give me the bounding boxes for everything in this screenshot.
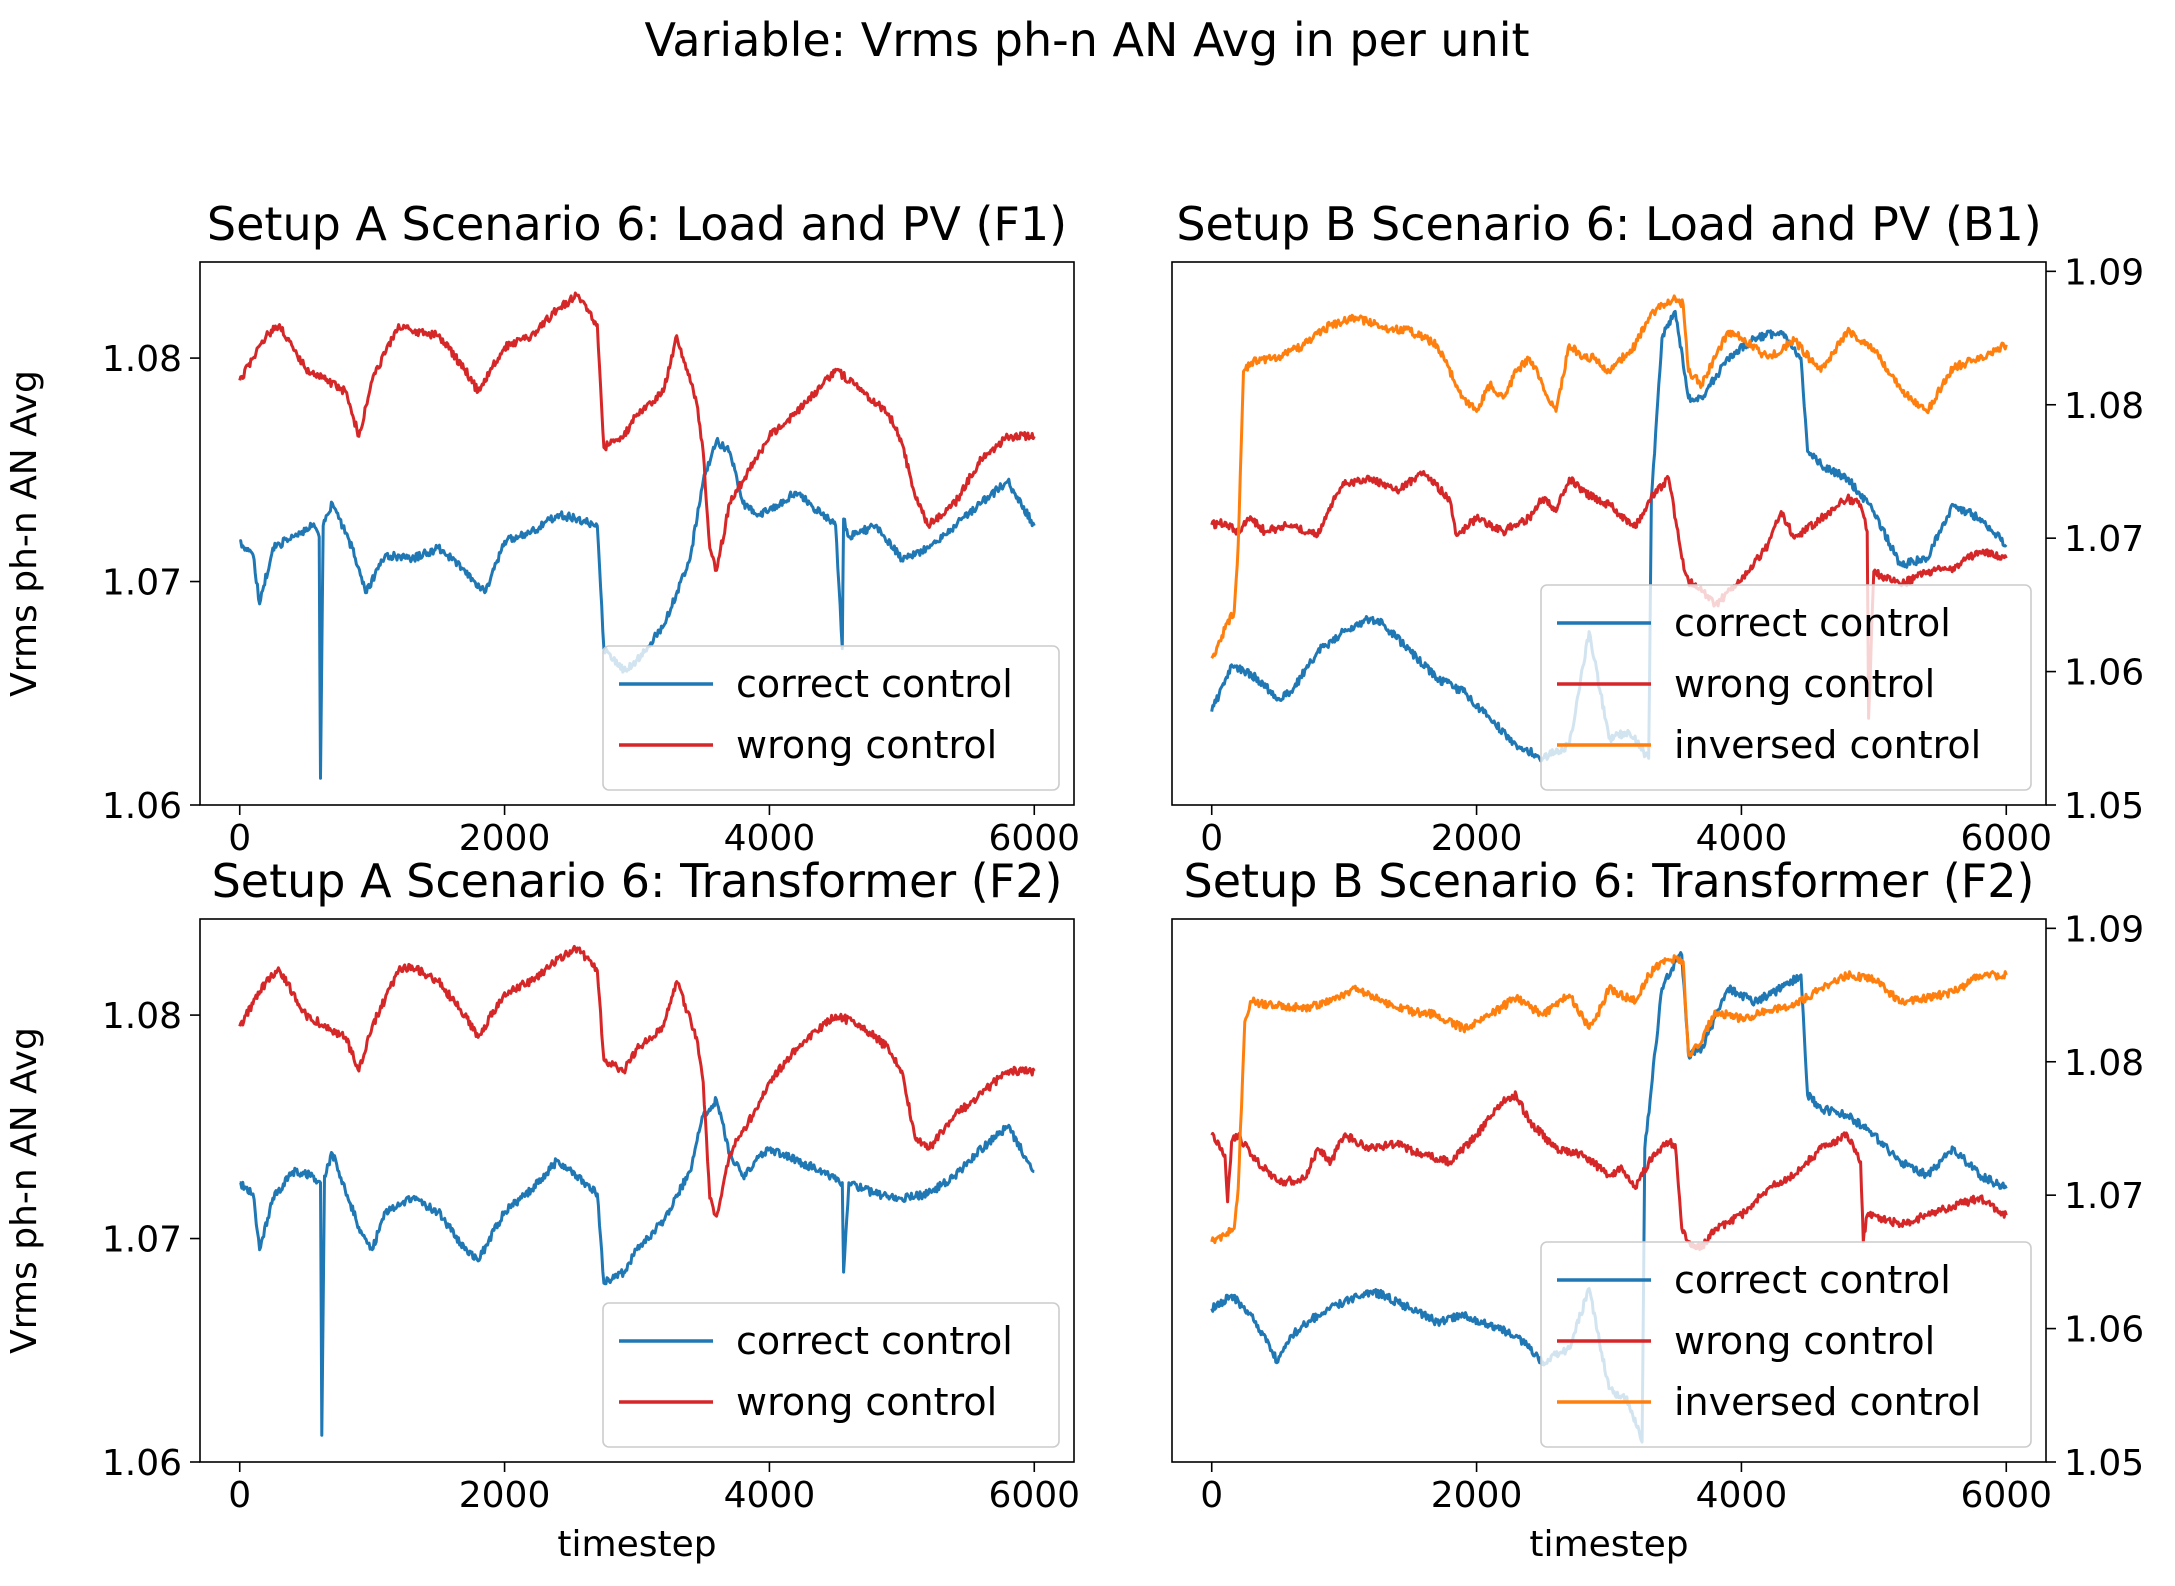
y-tick-label: 1.08 [102,996,182,1037]
legend-label: inversed control [1674,1380,1981,1424]
x-tick-label: 6000 [988,1475,1080,1516]
legend: correct control wrong control inversed con… [1541,585,2031,790]
x-tick-label: 4000 [724,1475,816,1516]
y-tick-label: 1.05 [2064,786,2144,827]
x-tick-label: 0 [228,1475,251,1516]
x-axis-label: timestep [1529,1524,1688,1565]
y-tick-label: 1.07 [2064,519,2144,560]
y-tick-label: 1.08 [2064,1043,2144,1084]
y-tick-label: 1.08 [102,339,182,380]
figure-suptitle: Variable: Vrms ph-n AN Avg in per unit [644,13,1529,67]
y-tick-label: 1.08 [2064,386,2144,427]
y-axis-label: Vrms ph-n AN Avg [4,370,45,697]
chart-title: Setup A Scenario 6: Transformer (F2) [212,854,1063,908]
legend: correct control wrong control [603,646,1059,790]
legend-label: wrong control [1674,1319,1935,1363]
legend-label: wrong control [736,723,997,767]
y-tick-label: 1.09 [2064,252,2144,293]
y-tick-label: 1.06 [2064,1310,2144,1351]
x-tick-label: 0 [1200,818,1223,859]
x-tick-label: 6000 [1960,1475,2052,1516]
legend: correct control wrong control [603,1303,1059,1447]
y-tick-label: 1.06 [102,1443,182,1484]
x-tick-label: 0 [228,818,251,859]
x-tick-label: 4000 [724,818,816,859]
y-tick-label: 1.06 [2064,653,2144,694]
y-axis-label: Vrms ph-n AN Avg [4,1027,45,1354]
y-tick-label: 1.09 [2064,909,2144,950]
y-tick-label: 1.07 [102,1220,182,1261]
legend-label: wrong control [1674,662,1935,706]
y-tick-label: 1.07 [2064,1176,2144,1217]
x-tick-label: 2000 [1431,1475,1523,1516]
legend-label: correct control [736,662,1013,706]
legend-label: inversed control [1674,723,1981,767]
x-tick-label: 2000 [1431,818,1523,859]
legend-label: correct control [736,1319,1013,1363]
x-tick-label: 2000 [459,1475,551,1516]
x-tick-label: 2000 [459,818,551,859]
x-axis-label: timestep [557,1524,716,1565]
legend-label: correct control [1674,601,1951,645]
legend-label: correct control [1674,1258,1951,1302]
chart-title: Setup A Scenario 6: Load and PV (F1) [207,197,1067,251]
x-tick-label: 6000 [1960,818,2052,859]
y-tick-label: 1.06 [102,786,182,827]
legend: correct control wrong control inversed con… [1541,1242,2031,1447]
chart-title: Setup B Scenario 6: Load and PV (B1) [1176,197,2041,251]
legend-label: wrong control [736,1380,997,1424]
x-tick-label: 6000 [988,818,1080,859]
x-tick-label: 4000 [1696,1475,1788,1516]
y-tick-label: 1.07 [102,563,182,604]
y-tick-label: 1.05 [2064,1443,2144,1484]
x-tick-label: 4000 [1696,818,1788,859]
chart-title: Setup B Scenario 6: Transformer (F2) [1184,854,2035,908]
x-tick-label: 0 [1200,1475,1223,1516]
